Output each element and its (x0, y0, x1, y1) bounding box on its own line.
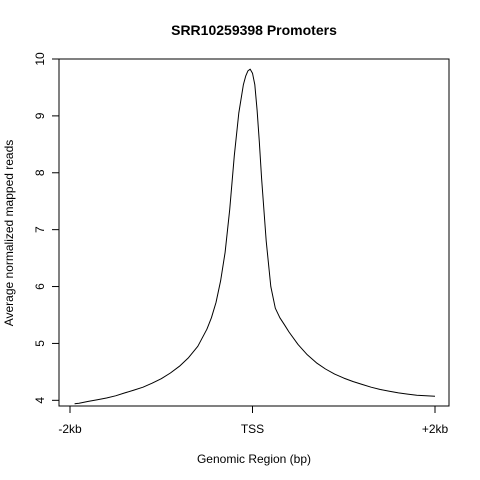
x-tick-label: TSS (241, 422, 264, 436)
y-tick-label: 6 (33, 283, 47, 290)
y-tick-label: 9 (33, 112, 47, 119)
y-axis: 4 5 6 7 8 9 10 (33, 52, 60, 404)
y-tick-label: 7 (33, 226, 47, 233)
x-tick-label: +2kb (422, 422, 449, 436)
x-tick-label: -2kb (58, 422, 82, 436)
series-layer (74, 68, 436, 405)
chart-title: SRR10259398 Promoters (171, 22, 337, 38)
y-axis-label: Average normalized mapped reads (2, 140, 16, 327)
x-axis: -2kb TSS +2kb (58, 405, 449, 436)
y-tick-label: 4 (33, 397, 47, 404)
y-tick-label: 8 (33, 169, 47, 176)
y-tick-label: 5 (33, 340, 47, 347)
series-line (74, 68, 436, 405)
x-axis-label: Genomic Region (bp) (197, 452, 311, 466)
y-tick-label: 10 (33, 52, 47, 66)
